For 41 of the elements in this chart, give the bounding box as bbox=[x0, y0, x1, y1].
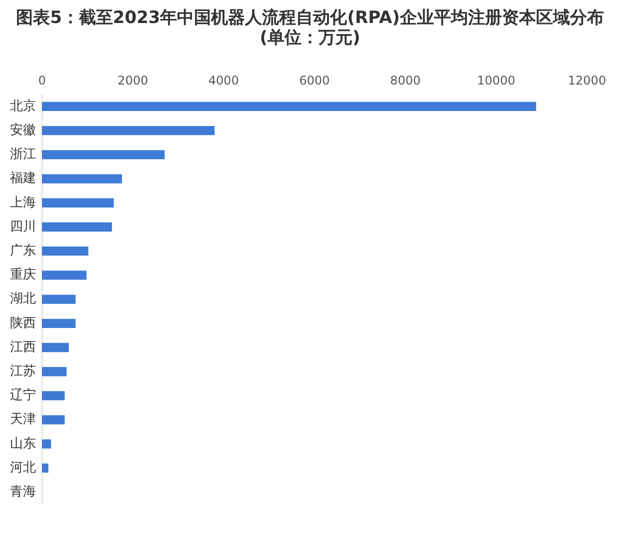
y-tick-label: 浙江 bbox=[10, 147, 36, 162]
bar bbox=[42, 126, 215, 136]
y-tick-label: 江苏 bbox=[10, 364, 36, 379]
bar bbox=[42, 367, 67, 376]
x-tick-label: 8000 bbox=[390, 73, 421, 88]
y-tick-label: 江西 bbox=[10, 340, 36, 355]
y-tick-label: 广东 bbox=[10, 243, 36, 258]
y-tick-label: 陕西 bbox=[10, 316, 36, 331]
bar bbox=[42, 463, 48, 473]
x-tick-label: 6000 bbox=[299, 73, 330, 88]
y-tick-label: 河北 bbox=[10, 460, 36, 476]
x-tick-label: 4000 bbox=[208, 73, 239, 88]
chart-title: 图表5：截至2023年中国机器人流程自动化(RPA)企业平均注册资本区域分布(单位：万元) bbox=[15, 8, 605, 48]
bar bbox=[42, 294, 76, 304]
bar bbox=[42, 391, 65, 400]
bar bbox=[42, 415, 65, 424]
y-tick-label: 北京 bbox=[10, 98, 36, 114]
y-tick-label: 安徽 bbox=[10, 122, 36, 138]
y-tick-label: 山东 bbox=[10, 436, 36, 452]
bar bbox=[42, 222, 112, 232]
bar bbox=[42, 439, 52, 449]
y-tick-label: 辽宁 bbox=[10, 387, 36, 404]
y-tick-label: 青海 bbox=[10, 484, 36, 500]
y-tick-label: 福建 bbox=[10, 171, 36, 186]
y-tick-label: 湖北 bbox=[10, 292, 36, 307]
x-tick-label: 10000 bbox=[477, 73, 516, 88]
y-tick-label: 四川 bbox=[10, 219, 36, 234]
y-tick-label: 上海 bbox=[10, 195, 36, 210]
bar bbox=[42, 198, 114, 208]
bar bbox=[42, 270, 87, 280]
x-tick-label: 2000 bbox=[118, 73, 148, 88]
bar bbox=[42, 342, 69, 352]
y-tick-label: 天津 bbox=[10, 412, 36, 428]
x-tick-label: 12000 bbox=[568, 73, 606, 88]
x-tick-label: 0 bbox=[38, 73, 46, 88]
bar bbox=[42, 318, 76, 328]
bar bbox=[42, 150, 165, 160]
y-tick-label: 重庆 bbox=[10, 268, 36, 283]
bar bbox=[42, 174, 122, 184]
bar bbox=[42, 102, 536, 112]
bar bbox=[42, 246, 88, 256]
